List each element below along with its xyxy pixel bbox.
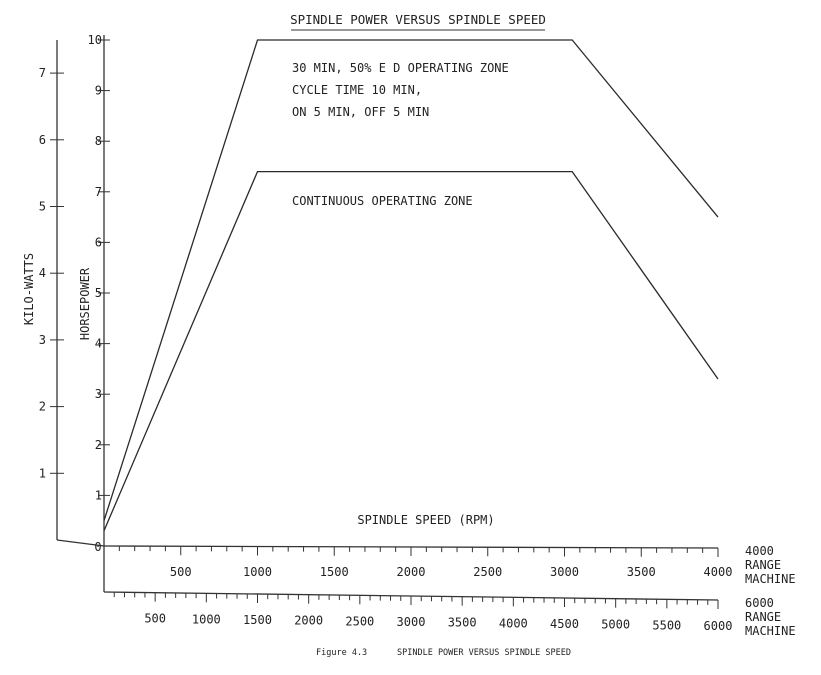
series-curves <box>103 39 719 532</box>
x-axis-6000-tick-label: 3000 <box>397 615 426 629</box>
x-axis-6000-tick-label: 2000 <box>294 614 323 628</box>
x-axis-4000-tick-label: 3500 <box>627 565 656 579</box>
x-axis-4000-tick-label: 2500 <box>473 565 502 579</box>
hp-tick-label: 6 <box>95 235 102 249</box>
series-1-annotation-line-3: ON 5 MIN, OFF 5 MIN <box>292 105 429 119</box>
kw-tick-label: 4 <box>39 266 46 280</box>
x-axis-6000-label-line-3: MACHINE <box>745 624 796 638</box>
x-axis-6000-label-line-1: 6000 <box>745 596 774 610</box>
chart-title: SPINDLE POWER VERSUS SPINDLE SPEED <box>290 12 546 27</box>
x-axis-6000-tick-label: 500 <box>144 612 166 626</box>
x-axis-4000-tick-label: 1500 <box>320 565 349 579</box>
x-axis-4000-label-line-1: 4000 <box>745 544 774 558</box>
kw-tick-label: 1 <box>39 466 46 480</box>
x-axis-6000-tick-label: 6000 <box>704 619 733 633</box>
kw-ticks: 1 2 3 4 5 6 7 <box>39 66 64 480</box>
hp-tick-label: 8 <box>95 134 102 148</box>
x-axis-6000-tick-label: 5000 <box>601 618 630 632</box>
x-axis-4000-tick-label: 500 <box>170 565 192 579</box>
figure-caption-text: SPINDLE POWER VERSUS SPINDLE SPEED <box>397 648 571 658</box>
x-axis-6000-tick-label: 4500 <box>550 617 579 631</box>
kw-tick-label: 6 <box>39 133 46 147</box>
hp-tick-label: 9 <box>95 84 102 98</box>
hp-tick-label: 5 <box>95 286 102 300</box>
series-2-line <box>103 170 719 532</box>
kw-axis-label: KILO-WATTS <box>22 253 36 325</box>
x-axis-6000-label-line-2: RANGE <box>745 610 781 624</box>
baseline-axis <box>56 539 105 547</box>
hp-tick-label: 2 <box>95 438 102 452</box>
x-axis-4000-tick-label: 2000 <box>397 565 426 579</box>
x-axis-4000-ticks: 0 500 1000 1500 2000 2500 3000 3500 4000 <box>94 540 732 579</box>
x-axis-6000-ticks: 500 1000 1500 2000 2500 3000 3500 4000 4500 5000 5… <box>113 592 733 633</box>
x-axis-4000-tick-label: 4000 <box>704 565 733 579</box>
hp-ticks: 1 2 3 4 5 6 7 8 9 10 <box>88 33 110 502</box>
series-1-annotation-line-1: 30 MIN, 50% E D OPERATING ZONE <box>292 61 509 75</box>
hp-tick-label: 4 <box>95 337 102 351</box>
x-axis-6000-tick-label: 1500 <box>243 613 272 627</box>
kw-tick-label: 3 <box>39 333 46 347</box>
hp-tick-label: 7 <box>95 185 102 199</box>
series-2-annotation: CONTINUOUS OPERATING ZONE <box>292 194 473 208</box>
series-1-line <box>103 39 719 521</box>
x-axis-6000-tick-label: 3500 <box>448 616 477 630</box>
x-axis-4000-tick-label: 1000 <box>243 565 272 579</box>
x-axis-4000-tick-label: 3000 <box>550 565 579 579</box>
hp-axis-label: HORSEPOWER <box>78 267 92 340</box>
x-axis-6000-tick-label: 5500 <box>652 618 681 632</box>
kw-tick-label: 5 <box>39 200 46 214</box>
kw-tick-label: 2 <box>39 400 46 414</box>
kw-tick-label: 7 <box>39 66 46 80</box>
x-axis-4000-tick-label: 0 <box>94 540 101 554</box>
x-axis-label: SPINDLE SPEED (RPM) <box>357 513 494 527</box>
hp-tick-label: 10 <box>88 33 102 47</box>
x-axis-6000-tick-label: 1000 <box>192 612 221 626</box>
x-axis-6000-tick-label: 2500 <box>345 614 374 628</box>
figure-caption-number: Figure 4.3 <box>316 648 367 658</box>
series-1-annotation-line-2: CYCLE TIME 10 MIN, <box>292 83 422 97</box>
hp-tick-label: 1 <box>95 488 102 502</box>
x-axis-4000-label-line-2: RANGE <box>745 558 781 572</box>
x-axis-6000-tick-label: 4000 <box>499 616 528 630</box>
x-axis-4000-label-line-3: MACHINE <box>745 572 796 586</box>
hp-tick-label: 3 <box>95 387 102 401</box>
